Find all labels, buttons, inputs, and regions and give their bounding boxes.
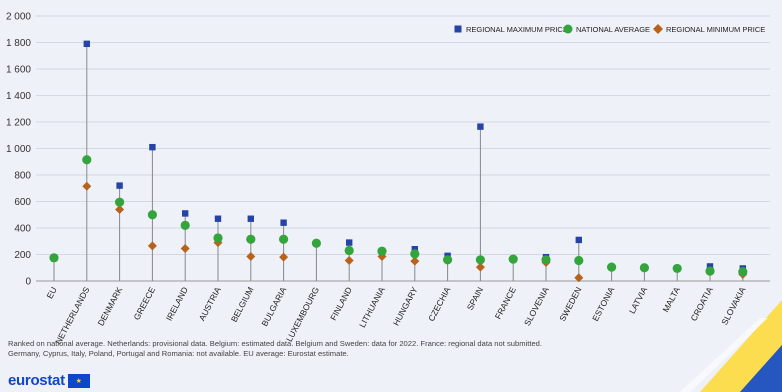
footnote-line-1: Ranked on national average. Netherlands:… xyxy=(8,339,543,348)
eurostat-logo: eurostat ★ xyxy=(8,372,90,389)
x-tick-label: DENMARK xyxy=(96,285,125,328)
max-price-marker xyxy=(575,236,582,244)
data-points xyxy=(49,40,748,283)
average-marker xyxy=(377,246,387,256)
x-tick-label: ESTONIA xyxy=(590,285,616,323)
y-tick-label: 600 xyxy=(14,197,31,208)
legend-label: NATIONAL AVERAGE xyxy=(576,25,650,34)
x-tick-label: SPAIN xyxy=(465,285,486,312)
x-tick-label: AUSTRIA xyxy=(197,285,223,323)
min-price-marker xyxy=(574,273,584,283)
y-tick-label: 0 xyxy=(25,277,31,288)
max-price-marker xyxy=(214,215,222,222)
max-price-marker xyxy=(280,219,287,226)
min-price-marker xyxy=(246,251,256,261)
x-tick-label: SWEDEN xyxy=(557,285,583,323)
y-axis-ticks: 0 200 400 600 800 1 000 1 200 1 400 1 600 1 800 2 … xyxy=(6,12,31,288)
max-price-marker xyxy=(116,182,123,189)
min-price-marker xyxy=(410,256,420,266)
average-marker xyxy=(49,253,59,263)
min-price-marker xyxy=(279,252,289,262)
max-price-marker xyxy=(149,143,156,151)
y-tick-label: 1 400 xyxy=(6,91,31,102)
gridlines xyxy=(36,15,770,282)
stems xyxy=(53,43,744,281)
average-marker xyxy=(344,245,354,256)
y-tick-label: 1 600 xyxy=(6,65,31,76)
y-tick-label: 2 000 xyxy=(6,12,31,23)
average-marker xyxy=(607,262,617,272)
average-marker xyxy=(246,234,256,244)
min-price-marker xyxy=(344,255,354,265)
legend-square-icon xyxy=(454,25,462,33)
eu-flag-icon: ★ xyxy=(67,373,90,388)
average-marker xyxy=(508,254,518,264)
max-price-marker xyxy=(411,246,418,253)
x-tick-label: EU xyxy=(44,285,58,300)
y-tick-label: 1 800 xyxy=(6,38,31,49)
average-marker xyxy=(705,266,715,276)
logo-text: eurostat xyxy=(8,372,65,389)
average-marker xyxy=(672,263,682,274)
min-price-marker xyxy=(115,204,125,214)
x-tick-label: CROATIA xyxy=(688,285,714,323)
average-marker xyxy=(574,255,584,266)
average-marker xyxy=(311,238,321,248)
y-tick-label: 1 000 xyxy=(6,144,31,155)
footnote: Ranked on national average. Netherlands:… xyxy=(8,339,608,359)
average-marker xyxy=(639,263,650,273)
x-tick-label: MALTA xyxy=(660,285,682,314)
max-price-marker xyxy=(182,210,189,217)
max-price-marker xyxy=(477,123,484,130)
average-marker xyxy=(541,255,551,265)
max-price-marker xyxy=(706,263,714,270)
max-price-marker xyxy=(247,215,254,222)
max-price-marker xyxy=(83,40,90,48)
corner-decoration xyxy=(680,300,782,392)
y-tick-label: 800 xyxy=(14,171,31,182)
average-marker xyxy=(738,267,748,277)
x-tick-label: BULGARIA xyxy=(259,285,288,328)
x-tick-label: SLOVENIA xyxy=(522,285,551,328)
x-tick-label: HUNGARY xyxy=(391,285,420,327)
legend-circle-icon xyxy=(563,24,573,34)
average-marker xyxy=(213,233,223,243)
x-tick-label: SLOVAKIA xyxy=(719,285,747,327)
min-price-marker xyxy=(147,241,157,251)
x-tick-label: FRANCE xyxy=(493,285,518,321)
x-tick-label: GREECE xyxy=(131,285,157,322)
x-tick-label: NETHERLANDS xyxy=(53,285,92,346)
min-price-marker xyxy=(180,244,190,254)
x-tick-label: LATVIA xyxy=(627,285,649,315)
y-tick-label: 1 200 xyxy=(6,118,31,129)
average-marker xyxy=(279,234,289,244)
max-price-marker xyxy=(346,239,353,246)
legend-label: REGIONAL MINIMUM PRICE xyxy=(666,25,765,34)
average-marker xyxy=(475,255,485,265)
average-marker xyxy=(180,220,190,230)
average-marker xyxy=(147,210,157,220)
x-tick-label: LUXEMBOURG xyxy=(284,285,321,343)
legend-label: REGIONAL MAXIMUM PRICE xyxy=(466,25,568,34)
average-marker xyxy=(115,197,125,207)
min-price-marker xyxy=(475,262,485,272)
y-tick-label: 200 xyxy=(14,250,31,261)
x-tick-label: BELGIUM xyxy=(229,285,256,323)
average-marker xyxy=(443,255,453,265)
average-marker xyxy=(410,249,420,259)
y-tick-label: 400 xyxy=(14,224,31,235)
x-tick-label: LITHUANIA xyxy=(357,285,387,329)
average-marker xyxy=(82,155,92,165)
legend-diamond-icon xyxy=(653,24,663,34)
legend: REGIONAL MAXIMUM PRICE NATIONAL AVERAGE RE… xyxy=(454,24,765,34)
x-tick-label: CZECHIA xyxy=(426,285,452,323)
x-tick-label: IRELAND xyxy=(164,285,190,322)
min-price-marker xyxy=(82,181,92,191)
x-tick-label: FINLAND xyxy=(328,285,354,322)
footnote-line-2: Germany, Cyprus, Italy, Poland, Portugal… xyxy=(8,349,349,358)
